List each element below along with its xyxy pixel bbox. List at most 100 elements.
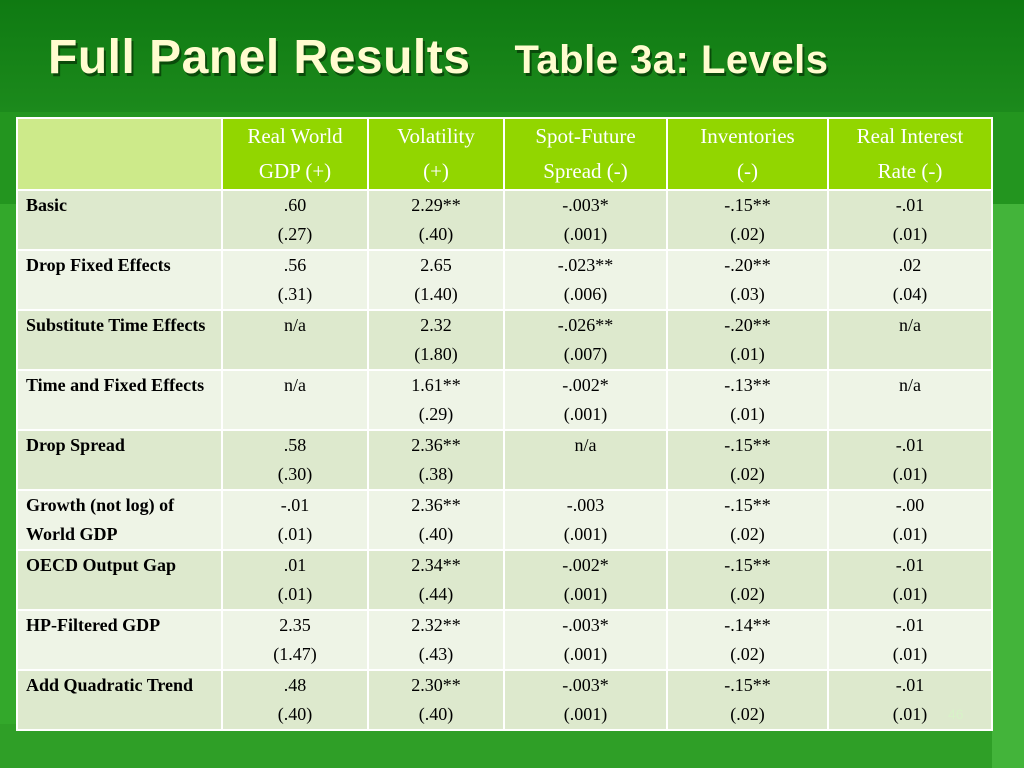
cell-estimate: .01 — [283, 555, 307, 575]
table-cell: n/a — [503, 429, 668, 491]
cell-std-error: (.02) — [730, 224, 765, 244]
table-cell: 2.34** (.44) — [367, 549, 505, 611]
cell-std-error: (.01) — [892, 704, 928, 724]
table-row: Substitute Time Effects n/a 2.32 (1.80) -.02… — [16, 309, 993, 371]
table-row: Drop Fixed Effects .56 (.31) 2.65 (1.40) -.02… — [16, 249, 993, 311]
row-label: Time and Fixed Effects — [16, 369, 223, 431]
cell-std-error: (.006) — [563, 284, 608, 304]
slide-subtitle: Table 3a: Levels — [514, 38, 829, 82]
cell-estimate: 2.30** — [411, 675, 461, 695]
cell-estimate: 2.32** — [411, 615, 461, 635]
cell-estimate: 1.61** — [411, 375, 461, 395]
cell-estimate: -.01 — [895, 615, 925, 635]
table-cell: n/a — [221, 369, 369, 431]
table-cell: .01 (.01) — [221, 549, 369, 611]
table-header-row: Real World GDP (+) Volatility (+) Spot-Fut… — [16, 117, 993, 191]
cell-std-error: (1.80) — [414, 344, 458, 364]
table-cell: -.20** (.03) — [666, 249, 829, 311]
table-cell: -.01 (.01) — [221, 489, 369, 551]
background-top-band — [0, 0, 1024, 112]
cell-std-error: (.02) — [730, 464, 765, 484]
table-cell: .48 (.40) — [221, 669, 369, 731]
cell-std-error: (.31) — [277, 284, 313, 304]
table-cell: 2.36** (.38) — [367, 429, 505, 491]
cell-estimate: n/a — [574, 435, 597, 455]
cell-estimate: -.00 — [895, 495, 925, 515]
table-row: Growth (not log) of World GDP -.01 (.01) 2.… — [16, 489, 993, 551]
cell-std-error: (.01) — [892, 224, 928, 244]
row-label: Drop Spread — [16, 429, 223, 491]
table-cell: -.01 (.01) — [827, 189, 993, 251]
cell-estimate: 2.35 — [279, 615, 311, 635]
cell-std-error: (.01) — [892, 584, 928, 604]
table-cell: -.002* (.001) — [503, 369, 668, 431]
table-cell: 2.36** (.40) — [367, 489, 505, 551]
header-corner-cell — [16, 117, 223, 191]
table-cell: .02 (.04) — [827, 249, 993, 311]
table-cell: 2.32 (1.80) — [367, 309, 505, 371]
table-cell: -.15** (.02) — [666, 669, 829, 731]
cell-estimate: -.15** — [724, 495, 771, 515]
cell-estimate: -.026** — [557, 315, 614, 335]
table-cell: .60 (.27) — [221, 189, 369, 251]
cell-estimate: .56 — [283, 255, 307, 275]
cell-std-error: (.02) — [730, 644, 765, 664]
cell-std-error: (.03) — [730, 284, 765, 304]
cell-std-error: (.40) — [277, 704, 313, 724]
cell-estimate: -.023** — [557, 255, 614, 275]
cell-estimate: 2.36** — [411, 435, 461, 455]
cell-std-error: (.001) — [563, 524, 608, 544]
table-cell: n/a — [221, 309, 369, 371]
table-body: Basic .60 (.27) 2.29** (.40) -.003* (.001) -.15… — [16, 189, 993, 731]
cell-std-error: (.01) — [730, 404, 765, 424]
cell-std-error: (.27) — [277, 224, 313, 244]
cell-std-error: (.01) — [892, 644, 928, 664]
cell-estimate: n/a — [899, 315, 921, 335]
slide-title: Full Panel Results — [48, 31, 471, 84]
table-cell: -.15** (.02) — [666, 549, 829, 611]
cell-std-error: (.001) — [563, 224, 608, 244]
cell-estimate: -.20** — [724, 255, 771, 275]
cell-estimate: .48 — [283, 675, 307, 695]
row-label: Growth (not log) of World GDP — [16, 489, 223, 551]
table-cell: 2.30** (.40) — [367, 669, 505, 731]
cell-std-error: (.02) — [730, 584, 765, 604]
cell-estimate: 2.36** — [411, 495, 461, 515]
cell-std-error: (.01) — [892, 464, 928, 484]
table-cell: n/a — [827, 309, 993, 371]
cell-estimate: 2.32 — [420, 315, 452, 335]
row-label: Substitute Time Effects — [16, 309, 223, 371]
table-cell: -.023** (.006) — [503, 249, 668, 311]
cell-estimate: .02 — [898, 255, 922, 275]
table-cell: -.14** (.02) — [666, 609, 829, 671]
table-cell: 2.29** (.40) — [367, 189, 505, 251]
table-cell: .58 (.30) — [221, 429, 369, 491]
table-cell: 1.61** (.29) — [367, 369, 505, 431]
header-volatility: Volatility (+) — [367, 117, 505, 191]
row-label: Drop Fixed Effects — [16, 249, 223, 311]
table-row: Basic .60 (.27) 2.29** (.40) -.003* (.001) -.15… — [16, 189, 993, 251]
cell-estimate: .58 — [283, 435, 307, 455]
table-cell: -.00 (.01) — [827, 489, 993, 551]
cell-estimate: -.20** — [724, 315, 771, 335]
slide-title-block: Full Panel Results Table 3a: Levels — [48, 30, 829, 85]
table-cell: -.01 (.01) — [827, 609, 993, 671]
cell-estimate: -.14** — [724, 615, 771, 635]
cell-estimate: -.01 — [895, 675, 925, 695]
background-right-stripe — [992, 204, 1024, 768]
cell-estimate: -.01 — [895, 435, 925, 455]
cell-std-error: (.001) — [563, 704, 608, 724]
cell-estimate: 2.29** — [411, 195, 461, 215]
cell-std-error: (.001) — [563, 404, 608, 424]
cell-std-error: (.001) — [563, 644, 608, 664]
cell-estimate: -.003 — [566, 495, 605, 515]
table-cell: -.003 (.001) — [503, 489, 668, 551]
cell-estimate: .60 — [283, 195, 307, 215]
header-inventories: Inventories (-) — [666, 117, 829, 191]
cell-std-error: (.001) — [563, 584, 608, 604]
cell-std-error: (.44) — [418, 584, 454, 604]
table-cell: -.15** (.02) — [666, 189, 829, 251]
cell-estimate: -.003* — [562, 195, 609, 215]
table-cell: 2.35 (1.47) — [221, 609, 369, 671]
cell-estimate: -.01 — [895, 555, 925, 575]
